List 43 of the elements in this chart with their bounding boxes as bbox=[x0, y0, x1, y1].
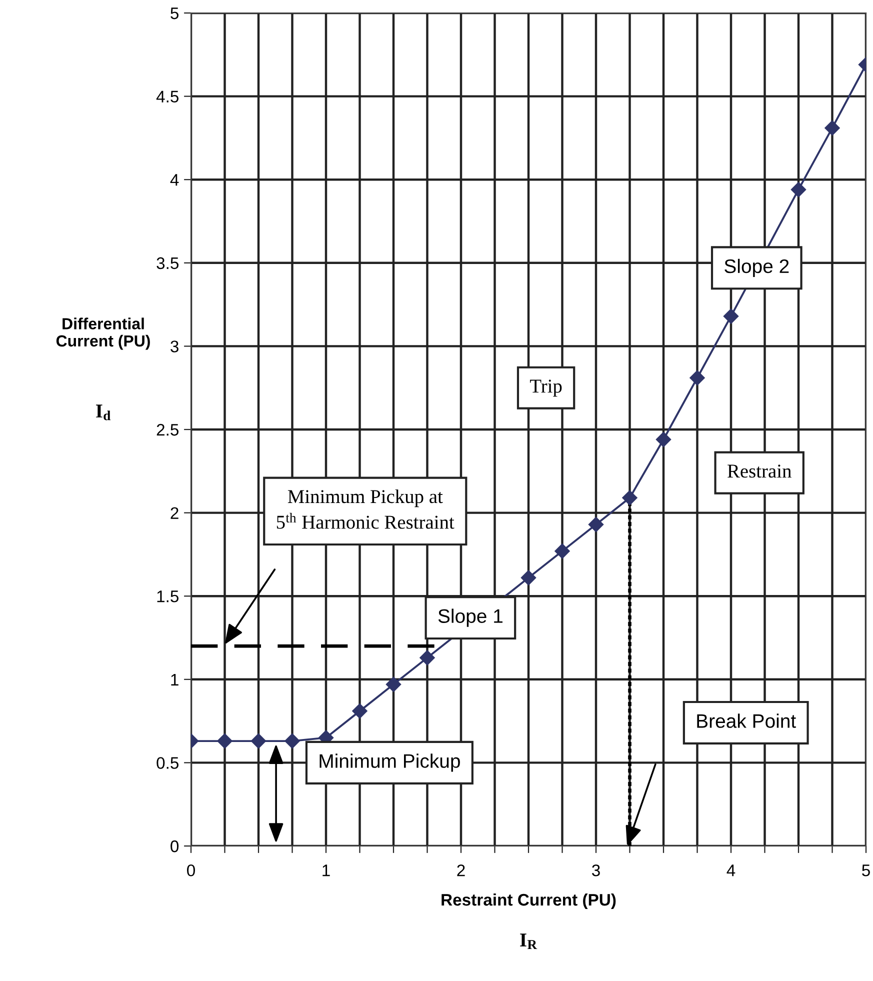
text: I$_{R}$ bbox=[520, 934, 538, 950]
point bbox=[250, 733, 266, 749]
y-tick-label: 3 bbox=[170, 340, 178, 352]
annotation: Minimum Pickup bbox=[320, 754, 460, 772]
point bbox=[386, 676, 402, 692]
point bbox=[824, 120, 840, 136]
x-tick-label: 1 bbox=[322, 864, 330, 876]
x-axis-title: Restraint Current (PU) bbox=[442, 893, 616, 910]
annotation: Slope 1 bbox=[438, 608, 502, 627]
point bbox=[790, 182, 806, 198]
point bbox=[622, 490, 638, 506]
y-axis-title: Differential Current (PU) bbox=[56, 318, 150, 350]
point bbox=[588, 516, 604, 532]
y-tick-label: 5 bbox=[170, 8, 178, 20]
y-tick-label: 2.5 bbox=[156, 424, 178, 436]
y-tick-label: 0.5 bbox=[156, 757, 178, 769]
y-tick-label: 2 bbox=[170, 507, 178, 519]
y-tick-label: 1 bbox=[171, 674, 178, 686]
y-tick-label: 0 bbox=[170, 840, 179, 852]
y-tick-label: 1.5 bbox=[157, 590, 178, 602]
annotation: Slope 2 bbox=[724, 258, 789, 277]
point bbox=[520, 570, 536, 586]
x-tick-label: 4 bbox=[726, 864, 736, 876]
y-tick-label: 4 bbox=[170, 174, 179, 186]
annotation: Trip bbox=[530, 380, 562, 397]
x-tick-label: 2 bbox=[457, 864, 465, 876]
y-tick-label: 3.5 bbox=[156, 257, 178, 270]
point bbox=[723, 308, 739, 324]
x-tick-label: 3 bbox=[592, 864, 600, 876]
point bbox=[656, 432, 672, 448]
point bbox=[554, 544, 570, 559]
annotation: Break Point bbox=[697, 714, 796, 728]
annotation: Minimum Pickup at 5$^{th}$ Harmonic Restraint bbox=[276, 489, 454, 529]
point bbox=[284, 733, 300, 749]
point bbox=[690, 370, 705, 386]
point bbox=[420, 650, 435, 666]
y-tick-label: 4.5 bbox=[156, 90, 178, 103]
x-tick-label: 5 bbox=[862, 864, 870, 876]
point bbox=[352, 703, 368, 719]
annotation: Restrain bbox=[728, 464, 792, 478]
x-tick-label: 0 bbox=[187, 864, 195, 876]
point bbox=[217, 733, 232, 749]
text: I$_{d}$ bbox=[96, 404, 111, 420]
